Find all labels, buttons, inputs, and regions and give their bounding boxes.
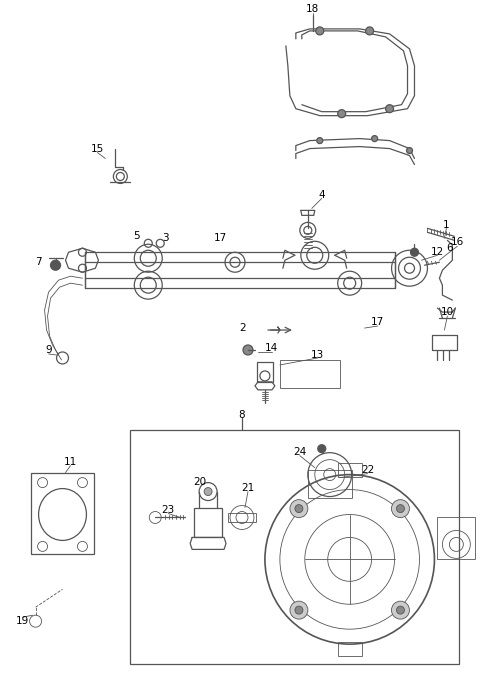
Bar [228,512,256,523]
Bar [130,429,459,664]
Text: 11: 11 [64,457,77,466]
Circle shape [385,105,394,112]
Bar [308,470,352,497]
Circle shape [243,345,253,355]
Circle shape [50,260,60,270]
Text: 9: 9 [45,345,52,355]
Circle shape [396,505,405,512]
Text: 17: 17 [214,234,227,243]
Text: 13: 13 [311,350,324,360]
Text: 2: 2 [240,323,246,333]
Circle shape [392,499,409,518]
Text: 15: 15 [91,144,104,153]
Bar [338,642,361,656]
Circle shape [318,445,326,453]
Circle shape [392,601,409,619]
Text: 22: 22 [361,464,374,475]
Text: 5: 5 [133,232,140,241]
Bar [437,517,475,560]
Circle shape [316,27,324,35]
Text: 1: 1 [443,221,450,230]
Text: 3: 3 [162,234,168,243]
Circle shape [366,27,373,35]
Text: 23: 23 [162,505,175,514]
Bar [280,360,340,388]
Text: 4: 4 [318,190,325,201]
Bar [338,462,361,477]
Text: 17: 17 [371,317,384,327]
Bar [257,362,273,382]
Text: 7: 7 [35,258,42,267]
Text: 24: 24 [293,447,306,457]
Bar [194,508,222,538]
Text: 19: 19 [16,616,29,626]
Circle shape [290,499,308,518]
Circle shape [204,488,212,495]
Circle shape [317,138,323,144]
Text: 20: 20 [193,477,207,486]
Circle shape [295,505,303,512]
Circle shape [290,601,308,619]
Text: 21: 21 [241,482,254,493]
Circle shape [372,136,378,142]
Circle shape [338,110,346,118]
Circle shape [396,606,405,614]
Text: 12: 12 [431,247,444,258]
Text: 10: 10 [441,307,454,317]
Text: 8: 8 [239,410,245,420]
Circle shape [295,606,303,614]
Text: 16: 16 [451,237,464,247]
Bar [31,473,95,554]
Circle shape [410,248,419,256]
Text: 14: 14 [265,343,278,353]
Text: 6: 6 [446,243,453,253]
Text: 18: 18 [306,4,319,14]
Circle shape [407,147,412,153]
